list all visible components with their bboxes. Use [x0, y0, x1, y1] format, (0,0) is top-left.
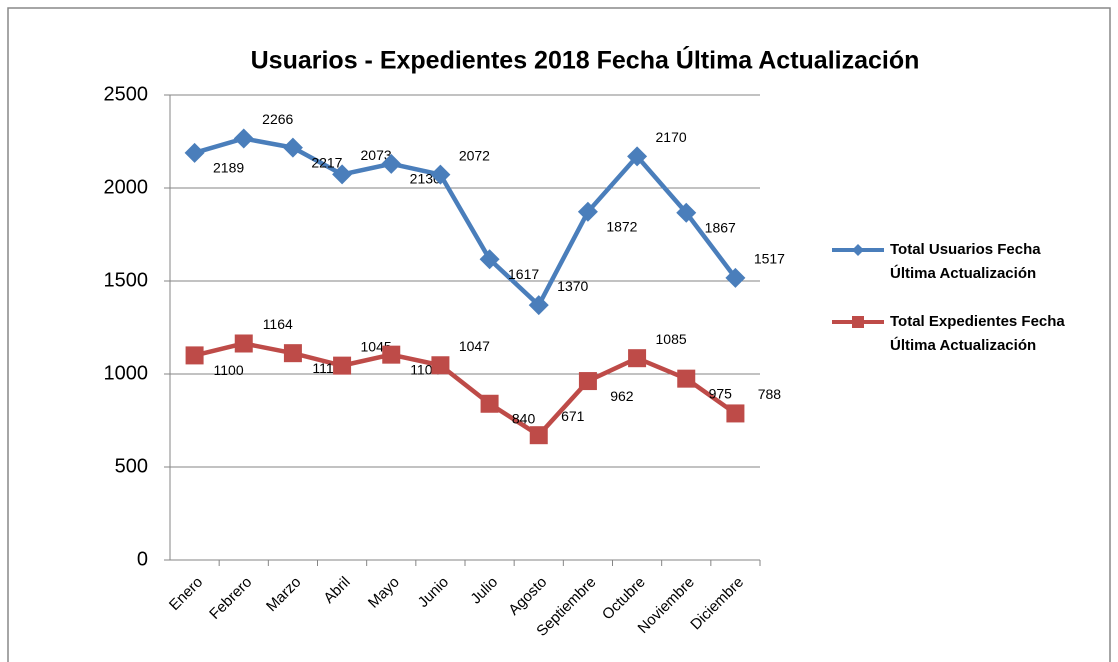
- data-point: [577, 201, 598, 222]
- data-point: [528, 295, 549, 316]
- legend-marker: [852, 316, 864, 328]
- data-label: 840: [512, 410, 536, 426]
- data-point: [529, 426, 548, 445]
- legend-label: Total Expedientes Fecha Última Actualizac…: [890, 313, 1065, 354]
- data-label: 1100: [214, 362, 244, 378]
- chart-title: Usuarios - Expedientes 2018 Fecha Última…: [251, 45, 920, 75]
- legend-label-line: Total Expedientes Fecha: [890, 313, 1065, 330]
- y-tick-label: 2000: [104, 176, 149, 198]
- data-point: [479, 249, 500, 270]
- data-point: [430, 164, 451, 185]
- data-label: 1164: [263, 316, 293, 332]
- y-tick-label: 1500: [104, 269, 149, 291]
- legend-label-line: Última Actualización: [890, 264, 1036, 282]
- data-point: [627, 146, 648, 167]
- data-point: [431, 356, 450, 375]
- data-point: [628, 349, 647, 368]
- data-label: 788: [758, 386, 782, 402]
- legend-label: Total Usuarios Fecha Última Actualización: [890, 241, 1041, 282]
- data-label: 962: [610, 388, 634, 404]
- data-point: [185, 346, 204, 365]
- data-label: 1867: [705, 219, 736, 235]
- chart-frame: [7, 7, 1111, 662]
- data-point: [676, 202, 697, 223]
- y-tick-label: 500: [115, 455, 148, 477]
- data-label: 1517: [754, 251, 785, 267]
- data-point: [480, 394, 499, 413]
- data-label: 1872: [606, 219, 637, 235]
- data-point: [578, 372, 597, 391]
- data-label: 2170: [656, 129, 687, 145]
- data-label: 1370: [557, 278, 588, 294]
- data-label: 2072: [459, 147, 490, 163]
- data-point: [184, 142, 205, 163]
- data-point: [282, 137, 303, 158]
- data-label: 2073: [361, 147, 392, 163]
- data-label: 2189: [213, 160, 244, 176]
- legend-label-line: Última Actualización: [890, 336, 1036, 354]
- data-point: [381, 153, 402, 174]
- data-label: 2266: [262, 111, 293, 127]
- data-point: [726, 404, 745, 423]
- y-tick-label: 0: [137, 548, 148, 570]
- legend-label-line: Total Usuarios Fecha: [890, 241, 1041, 258]
- data-point: [333, 356, 352, 375]
- data-point: [332, 164, 353, 185]
- data-label: 1617: [508, 266, 539, 282]
- data-point: [233, 128, 254, 149]
- data-point: [234, 334, 253, 353]
- legend-marker: [852, 244, 864, 256]
- data-label: 671: [561, 408, 585, 424]
- data-label: 2217: [311, 154, 342, 170]
- data-point: [677, 369, 696, 388]
- data-label: 1047: [459, 338, 490, 354]
- data-point: [382, 345, 401, 364]
- y-tick-label: 2500: [104, 83, 149, 105]
- data-point: [725, 267, 746, 288]
- data-point: [283, 344, 302, 363]
- y-tick-label: 1000: [104, 362, 149, 384]
- data-label: 975: [709, 385, 733, 401]
- data-label: 1085: [656, 331, 687, 347]
